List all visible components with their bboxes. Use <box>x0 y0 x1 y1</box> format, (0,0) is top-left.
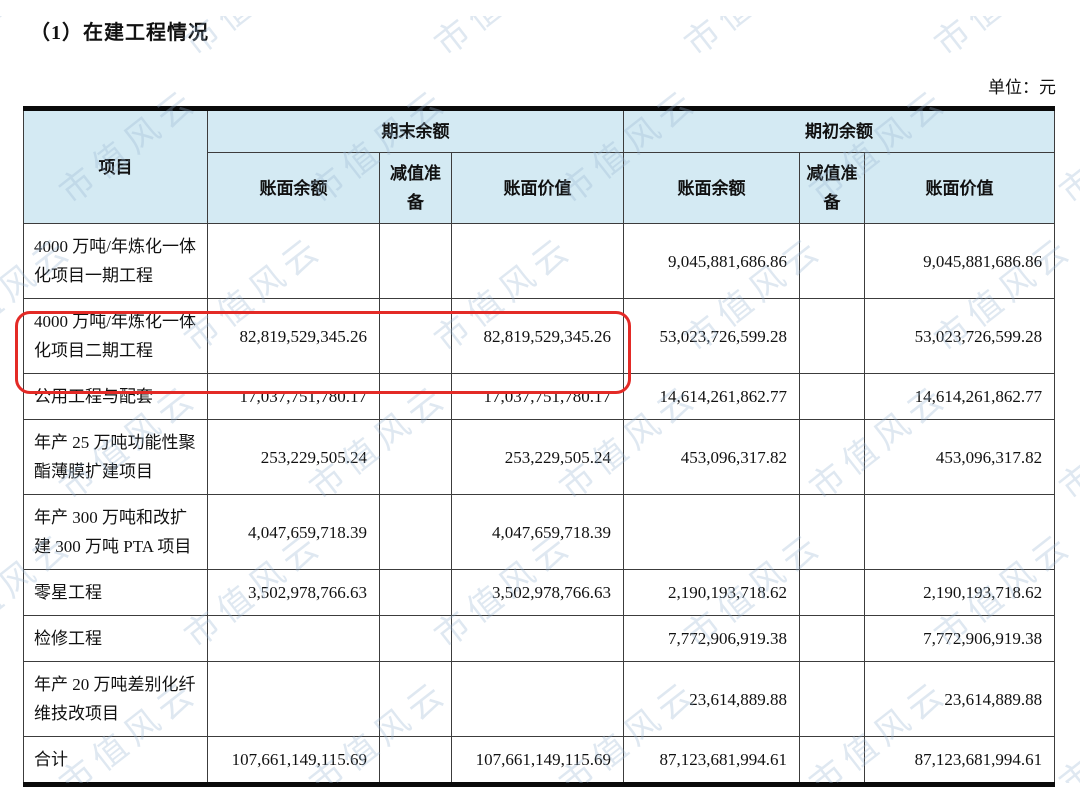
value-cell <box>379 569 452 616</box>
header-item: 项目 <box>23 108 208 224</box>
value-cell <box>450 615 625 662</box>
value-cell <box>379 223 452 299</box>
header-beginning-impairment: 减值准备 <box>799 152 866 224</box>
table-body: 4000 万吨/年炼化一体化项目一期工程 9,045,881,686.86 9,04… <box>23 223 1056 785</box>
project-name-cell: 零星工程 <box>23 569 208 616</box>
value-cell: 3,502,978,766.63 <box>450 569 625 616</box>
value-cell <box>799 736 866 785</box>
table-row: 年产 20 万吨差别化纤维技改项目 23,614,889.88 23,614,889… <box>23 661 1056 737</box>
project-name-cell: 检修工程 <box>23 615 208 662</box>
value-cell: 17,037,751,780.17 <box>207 373 380 420</box>
value-cell: 107,661,149,115.69 <box>450 736 625 785</box>
value-cell <box>379 494 452 570</box>
table-row: 检修工程 7,772,906,919.38 7,772,906,919.38 <box>23 615 1056 662</box>
value-cell: 453,096,317.82 <box>623 419 801 495</box>
header-ending-carrying-value: 账面价值 <box>450 152 625 224</box>
value-cell: 14,614,261,862.77 <box>864 373 1056 420</box>
value-cell <box>450 223 625 299</box>
table-row: 4000 万吨/年炼化一体化项目一期工程 9,045,881,686.86 9,04… <box>23 223 1056 299</box>
value-cell <box>799 615 866 662</box>
value-cell: 87,123,681,994.61 <box>864 736 1056 785</box>
value-cell: 23,614,889.88 <box>623 661 801 737</box>
project-name-cell: 年产 25 万吨功能性聚酯薄膜扩建项目 <box>23 419 208 495</box>
value-cell: 14,614,261,862.77 <box>623 373 801 420</box>
table-row: 4000 万吨/年炼化一体化项目二期工程 82,819,529,345.26 82,… <box>23 298 1056 374</box>
unit-label: 单位：元 <box>988 78 1056 97</box>
table-row: 公用工程与配套 17,037,751,780.17 17,037,751,780.1… <box>23 373 1056 420</box>
value-cell <box>623 494 801 570</box>
header-ending-impairment: 减值准备 <box>379 152 452 224</box>
value-cell: 82,819,529,345.26 <box>207 298 380 374</box>
value-cell <box>799 494 866 570</box>
value-cell: 9,045,881,686.86 <box>623 223 801 299</box>
value-cell <box>207 661 380 737</box>
value-cell <box>799 419 866 495</box>
construction-in-progress-table: 项目 期末余额 期初余额 账面余额 减值准备 账面价值 账面余额 减值准备 账面… <box>23 106 1056 787</box>
header-ending-book-balance: 账面余额 <box>207 152 380 224</box>
value-cell <box>864 494 1056 570</box>
value-cell: 7,772,906,919.38 <box>623 615 801 662</box>
value-cell <box>379 736 452 785</box>
value-cell: 53,023,726,599.28 <box>864 298 1056 374</box>
project-name-cell: 公用工程与配套 <box>23 373 208 420</box>
value-cell <box>799 373 866 420</box>
value-cell: 4,047,659,718.39 <box>450 494 625 570</box>
value-cell <box>379 373 452 420</box>
value-cell <box>450 661 625 737</box>
header-beginning-balance-group: 期初余额 <box>623 108 1056 153</box>
value-cell: 3,502,978,766.63 <box>207 569 380 616</box>
value-cell: 7,772,906,919.38 <box>864 615 1056 662</box>
value-cell <box>207 223 380 299</box>
project-name-cell: 合计 <box>23 736 208 785</box>
value-cell <box>799 661 866 737</box>
value-cell <box>207 615 380 662</box>
value-cell: 87,123,681,994.61 <box>623 736 801 785</box>
value-cell <box>799 298 866 374</box>
table-row: 零星工程 3,502,978,766.63 3,502,978,766.63 2,19… <box>23 569 1056 616</box>
value-cell: 53,023,726,599.28 <box>623 298 801 374</box>
value-cell <box>379 615 452 662</box>
value-cell <box>799 223 866 299</box>
value-cell: 2,190,193,718.62 <box>864 569 1056 616</box>
header-beginning-book-balance: 账面余额 <box>623 152 801 224</box>
table-row: 年产 300 万吨和改扩建 300 万吨 PTA 项目 4,047,659,718… <box>23 494 1056 570</box>
project-name-cell: 年产 20 万吨差别化纤维技改项目 <box>23 661 208 737</box>
value-cell: 9,045,881,686.86 <box>864 223 1056 299</box>
value-cell: 23,614,889.88 <box>864 661 1056 737</box>
value-cell: 253,229,505.24 <box>450 419 625 495</box>
value-cell: 4,047,659,718.39 <box>207 494 380 570</box>
value-cell <box>799 569 866 616</box>
value-cell <box>379 419 452 495</box>
total-row: 合计 107,661,149,115.69 107,661,149,115.69 87… <box>23 736 1056 785</box>
value-cell: 82,819,529,345.26 <box>450 298 625 374</box>
value-cell <box>379 298 452 374</box>
header-group-row: 项目 期末余额 期初余额 <box>23 108 1056 224</box>
project-name-cell: 年产 300 万吨和改扩建 300 万吨 PTA 项目 <box>23 494 208 570</box>
header-ending-balance-group: 期末余额 <box>206 108 625 153</box>
value-cell: 107,661,149,115.69 <box>207 736 380 785</box>
page-title: （1）在建工程情况 <box>30 22 209 44</box>
value-cell: 253,229,505.24 <box>207 419 380 495</box>
project-name-cell: 4000 万吨/年炼化一体化项目二期工程 <box>23 298 208 374</box>
header-beginning-carrying-value: 账面价值 <box>864 152 1056 224</box>
value-cell: 2,190,193,718.62 <box>623 569 801 616</box>
table-header: 项目 期末余额 期初余额 账面余额 减值准备 账面价值 账面余额 减值准备 账面… <box>23 108 1056 224</box>
table-row: 年产 25 万吨功能性聚酯薄膜扩建项目 253,229,505.24 253,229… <box>23 419 1056 495</box>
value-cell: 453,096,317.82 <box>864 419 1056 495</box>
project-name-cell: 4000 万吨/年炼化一体化项目一期工程 <box>23 223 208 299</box>
value-cell: 17,037,751,780.17 <box>450 373 625 420</box>
value-cell <box>379 661 452 737</box>
header-sub-row: 账面余额 减值准备 账面价值 账面余额 减值准备 账面价值 <box>24 152 1056 224</box>
